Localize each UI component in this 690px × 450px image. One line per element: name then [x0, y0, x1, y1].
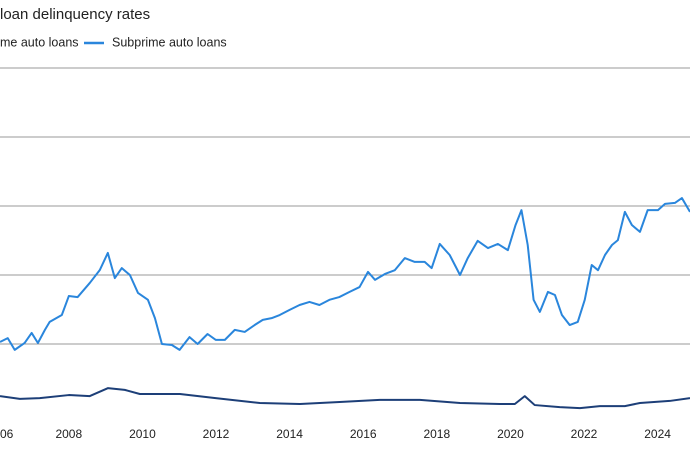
x-tick-label: 2014: [276, 427, 303, 441]
x-tick-label: 2024: [644, 427, 671, 441]
series-line: [0, 197, 690, 351]
x-tick-label: 2018: [423, 427, 450, 441]
x-tick-label: 2022: [571, 427, 598, 441]
x-tick-label: 2016: [350, 427, 377, 441]
x-tick-label: 2020: [497, 427, 524, 441]
series-line: [0, 387, 690, 410]
x-tick-label: 2010: [129, 427, 156, 441]
x-tick-label: 2008: [55, 427, 82, 441]
legend-label: Subprime auto loans: [112, 35, 227, 49]
legend-label: me auto loans: [0, 35, 79, 49]
chart-title: loan delinquency rates: [0, 6, 150, 23]
x-tick-label: 06: [0, 427, 14, 441]
x-tick-label: 2012: [203, 427, 230, 441]
